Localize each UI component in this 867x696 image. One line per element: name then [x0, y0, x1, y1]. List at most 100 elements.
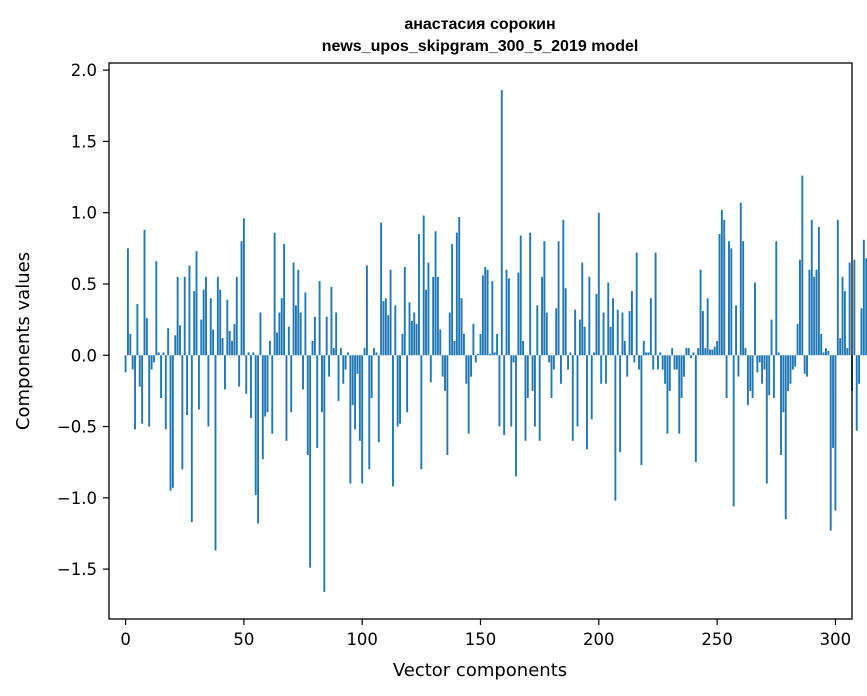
- bar-256: [730, 248, 733, 356]
- bar-222: [649, 298, 652, 356]
- bar-56: [257, 355, 260, 524]
- bar-289: [808, 269, 811, 356]
- bar-43: [226, 299, 229, 356]
- bar-287: [803, 355, 806, 374]
- bar-90: [337, 355, 340, 401]
- bar-166: [517, 272, 520, 356]
- bar-169: [524, 355, 527, 441]
- bar-40: [219, 289, 222, 356]
- bar-199: [595, 293, 598, 356]
- bar-254: [725, 355, 728, 399]
- chart-subtitle: news_upos_skipgram_300_5_2019 model: [322, 38, 639, 55]
- bar-286: [801, 175, 804, 356]
- bar-17: [164, 355, 167, 430]
- bar-292: [815, 269, 818, 356]
- bar-141: [458, 216, 461, 356]
- bar-142: [460, 298, 463, 356]
- bar-27: [188, 265, 191, 356]
- bar-177: [543, 241, 546, 356]
- bar-72: [294, 305, 297, 356]
- bar-60: [266, 355, 269, 413]
- bar-153: [486, 269, 489, 356]
- bar-104: [370, 355, 373, 399]
- bar-173: [533, 355, 536, 427]
- bar-4: [134, 355, 136, 430]
- bar-165: [515, 355, 517, 477]
- x-axis-label: Vector components: [393, 660, 567, 681]
- bar-308: [853, 259, 856, 356]
- bar-248: [711, 349, 714, 356]
- bar-259: [737, 355, 740, 377]
- bar-93: [344, 355, 347, 370]
- bar-304: [843, 291, 846, 356]
- bar-92: [342, 355, 345, 384]
- bar-120: [408, 302, 411, 356]
- bar-167: [519, 235, 522, 356]
- bar-50: [242, 218, 245, 356]
- bar-47: [235, 276, 238, 356]
- x-tick-label-250: 250: [701, 630, 733, 649]
- bar-209: [619, 355, 622, 453]
- bar-189: [571, 355, 574, 441]
- bar-174: [536, 305, 539, 356]
- bar-188: [569, 352, 572, 356]
- bar-288: [806, 355, 808, 377]
- bar-115: [396, 355, 399, 427]
- bar-255: [728, 241, 730, 356]
- bar-74: [299, 312, 302, 356]
- y-axis-label: Components values: [13, 252, 34, 430]
- bar-233: [675, 355, 678, 370]
- bar-22: [176, 276, 179, 356]
- bar-55: [254, 355, 257, 495]
- bar-180: [550, 355, 553, 399]
- bar-48: [238, 355, 241, 387]
- bar-28: [190, 355, 193, 523]
- x-tick-label-0: 0: [120, 630, 131, 649]
- bar-127: [425, 289, 428, 356]
- bar-94: [347, 352, 349, 356]
- bar-212: [626, 355, 629, 377]
- bar-193: [581, 262, 584, 356]
- bar-204: [607, 282, 610, 356]
- y-tick-label-6: 1.5: [71, 132, 97, 151]
- bar-218: [640, 355, 643, 466]
- bar-146: [470, 355, 472, 377]
- bar-270: [763, 355, 766, 370]
- bar-198: [593, 352, 596, 356]
- bar-206: [612, 298, 614, 356]
- bar-112: [389, 269, 392, 356]
- bar-29: [193, 291, 196, 356]
- bar-226: [659, 352, 662, 356]
- bar-83: [321, 355, 323, 413]
- bar-190: [574, 309, 577, 356]
- bar-306: [848, 262, 851, 356]
- bar-242: [697, 348, 700, 356]
- chart-title: анастасия сорокин: [404, 16, 555, 33]
- bar-170: [526, 355, 529, 399]
- bar-134: [441, 355, 444, 377]
- bar-250: [716, 341, 719, 356]
- bar-178: [545, 312, 548, 356]
- bar-295: [822, 352, 825, 356]
- bar-10: [148, 355, 151, 427]
- bar-80: [313, 316, 316, 356]
- bar-234: [678, 355, 681, 434]
- bar-253: [723, 219, 726, 356]
- bar-9: [145, 318, 148, 356]
- bar-231: [671, 348, 674, 356]
- bar-61: [268, 341, 271, 356]
- bar-132: [436, 276, 439, 356]
- bar-145: [467, 355, 470, 434]
- bar-144: [465, 355, 468, 384]
- bar-73: [297, 269, 300, 356]
- bar-65: [278, 312, 281, 356]
- bar-128: [427, 262, 430, 356]
- bar-203: [604, 355, 607, 384]
- bar-36: [209, 298, 212, 356]
- bar-161: [505, 269, 508, 356]
- bar-252: [720, 209, 723, 356]
- bar-168: [522, 341, 525, 356]
- bar-148: [474, 355, 477, 363]
- bar-310: [858, 355, 861, 384]
- bar-96: [351, 355, 354, 406]
